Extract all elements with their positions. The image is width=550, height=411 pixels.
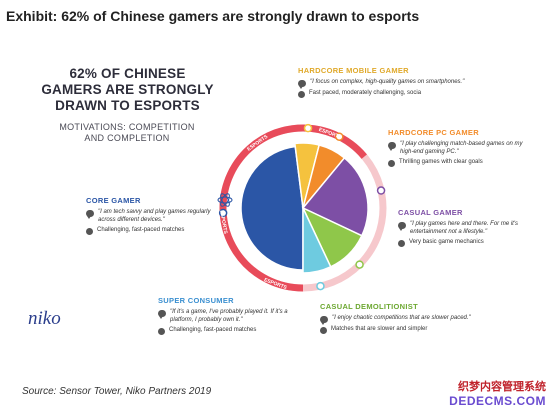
segment-trait: Very basic game mechanics	[409, 239, 484, 245]
segment-hardcore-pc: HARDCORE PC GAMER "I play challenging ma…	[388, 128, 528, 170]
bomb-icon	[355, 260, 364, 269]
atom-icon	[316, 281, 325, 291]
segment-name: CASUAL DEMOLITIONIST	[320, 302, 418, 311]
watermark-line2: DEDECMS.COM	[449, 394, 546, 408]
segment-name: SUPER CONSUMER	[158, 296, 234, 305]
trait-icon	[86, 228, 93, 235]
slice-icons	[217, 123, 386, 291]
source-note: Source: Sensor Tower, Niko Partners 2019	[22, 386, 212, 397]
ring-esports-arc	[219, 124, 367, 292]
subhead: MOTIVATIONS: COMPETITION AND COMPLETION	[59, 122, 195, 143]
segment-quote: "If it's a game, I've probably played it…	[170, 309, 288, 323]
watermark-line1: 织梦内容管理系统	[458, 381, 546, 393]
watermark: 织梦内容管理系统 DEDECMS.COM	[449, 378, 546, 408]
segment-casual-demolitionist: CASUAL DEMOLITIONIST "I enjoy chaotic co…	[320, 302, 510, 337]
atom-icon	[218, 208, 228, 218]
segment-name: CORE GAMER	[86, 196, 141, 205]
wand-icon	[376, 186, 386, 195]
trait-icon	[320, 327, 327, 334]
pie-slice-core-gamer	[240, 145, 304, 271]
segment-trait: Thrilling games with clear goals	[399, 159, 483, 165]
pie-slice-super-consumer	[302, 207, 332, 274]
quote-icon	[86, 210, 94, 219]
segment-trait: Fast paced, moderately challenging, soci…	[309, 90, 422, 96]
esports-ring	[219, 124, 387, 292]
segment-name: HARDCORE MOBILE GAMER	[298, 66, 409, 75]
segment-quote: "I play challenging match-based games on…	[400, 141, 523, 155]
trait-icon	[298, 91, 305, 98]
quote-icon	[298, 80, 306, 89]
pie-slice-casual-gamer	[301, 156, 369, 237]
exhibit-title: Exhibit: 62% of Chinese gamers are stron…	[6, 8, 420, 24]
headline: 62% OF CHINESE GAMERS ARE STRONGLY DRAWN…	[41, 66, 214, 113]
segment-trait: Challenging, fast-paced matches	[169, 327, 257, 333]
ring-label: ESPORTS	[263, 277, 288, 291]
segment-name: CASUAL GAMER	[398, 208, 463, 217]
niko-logo: niko	[28, 308, 61, 329]
quote-icon	[388, 142, 396, 151]
pie-slices	[240, 142, 369, 274]
trait-icon	[158, 328, 165, 335]
monitor-icon	[335, 132, 344, 141]
ring-label: ESPORTS	[218, 210, 228, 235]
segment-name: HARDCORE PC GAMER	[388, 128, 479, 137]
segment-super-consumer: SUPER CONSUMER "If it's a game, I've pro…	[158, 296, 296, 338]
quote-icon	[320, 316, 328, 325]
segment-casual-gamer: CASUAL GAMER "I play games here and ther…	[398, 208, 530, 250]
segment-quote: "I am tech savvy and play games regularl…	[98, 209, 211, 223]
ring-label: ESPORTS	[246, 134, 270, 153]
segment-trait: Challenging, fast-paced matches	[97, 227, 185, 233]
phone-icon	[303, 123, 313, 133]
atom-icon	[217, 193, 233, 207]
segment-core-gamer: CORE GAMER "I am tech savvy and play gam…	[86, 196, 214, 238]
segment-hardcore-mobile: HARDCORE MOBILE GAMER "I focus on comple…	[298, 66, 468, 101]
segment-quote: "I enjoy chaotic competitions that are s…	[332, 315, 471, 321]
trait-icon	[388, 160, 395, 167]
ring-label: ESPORTS	[318, 127, 343, 141]
quote-icon	[398, 222, 406, 231]
segment-quote: "I play games here and there. For me it'…	[410, 221, 518, 235]
quote-icon	[158, 310, 166, 319]
trait-icon	[398, 240, 405, 247]
segment-trait: Matches that are slower and simpler	[331, 326, 428, 332]
segment-quote: "I focus on complex, high-quality games …	[310, 79, 465, 85]
